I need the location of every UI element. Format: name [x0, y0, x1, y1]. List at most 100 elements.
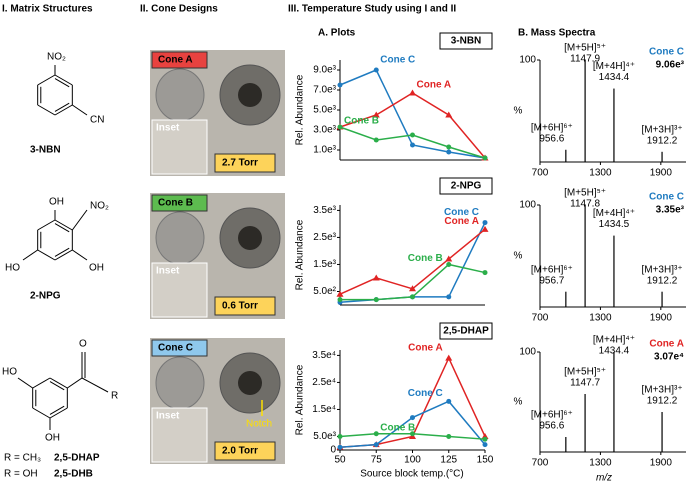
pressure-box: [214, 441, 276, 461]
series-label: Cone B: [344, 116, 379, 127]
plot-title-box: [439, 32, 493, 50]
marker: [446, 398, 452, 404]
pressure: 2.7 Torr: [222, 158, 258, 169]
y-tick-label: 3.5e³: [313, 205, 336, 216]
bond: [54, 223, 70, 233]
ion-label: [M+3H]³⁺: [641, 385, 682, 396]
cone-hole: [238, 226, 262, 250]
bond: [32, 407, 51, 419]
marker: [482, 155, 488, 161]
cone-name: Cone A: [158, 55, 193, 66]
header: I. Matrix Structures: [2, 4, 93, 15]
marker: [410, 132, 415, 138]
mz-label: 1912.2: [647, 275, 678, 286]
y-axis-label: Rel. Abundance: [295, 219, 306, 290]
inset-label: Inset: [156, 411, 180, 422]
bond: [22, 249, 38, 261]
bond: [37, 249, 56, 261]
x-axis-label: m/z: [596, 473, 612, 484]
marker: [372, 111, 380, 118]
x-tick-label: 1300: [589, 313, 612, 324]
cone-name: Cone A: [649, 339, 684, 350]
marker: [336, 290, 344, 297]
series-label: Cone C: [380, 55, 415, 66]
cone-name: Cone B: [158, 198, 193, 209]
y-tick-label: 5.0e³: [313, 105, 336, 116]
marker: [482, 436, 488, 442]
substituent: NO₂: [47, 52, 66, 63]
bond: [54, 219, 73, 231]
bond: [37, 219, 56, 231]
marker: [446, 149, 452, 155]
ion-label: [M+4H]⁴⁺: [593, 61, 635, 72]
cone-tip: [155, 356, 205, 410]
inset-label: Inset: [156, 266, 180, 277]
x-tick-label: 1900: [650, 313, 673, 324]
substituent: O: [79, 339, 87, 350]
plot-title: 2,5-DHAP: [443, 326, 489, 337]
plot-title-box: [439, 177, 493, 195]
series-line: [340, 263, 486, 301]
marker: [445, 354, 453, 361]
marker: [373, 297, 379, 303]
pressure-box: [214, 296, 276, 316]
marker: [373, 67, 379, 73]
variant: R = CH₃: [4, 453, 41, 464]
series-label: Cone B: [408, 253, 443, 264]
series-label: Cone C: [444, 207, 479, 218]
notch-label: Notch: [246, 419, 272, 430]
bond: [49, 407, 68, 419]
ion-label: [M+5H]⁵⁺: [564, 188, 606, 199]
marker: [482, 220, 488, 226]
mz-label: 1434.4: [599, 346, 630, 357]
mz-label: 1147.7: [570, 378, 600, 389]
intensity: 9.06e³: [656, 60, 685, 71]
inset-photo: [151, 262, 208, 318]
bond: [81, 377, 109, 393]
x-tick-label: 75: [371, 455, 383, 466]
marker: [373, 137, 379, 143]
marker: [446, 294, 452, 300]
inset-label: Inset: [156, 123, 180, 134]
ion-label: [M+4H]⁴⁺: [593, 335, 635, 346]
marker: [337, 433, 343, 439]
substituent: HO: [2, 367, 17, 378]
bond: [67, 377, 83, 389]
y-tick-label: 1.5e⁴: [312, 404, 336, 415]
y-tick-label: 1.0e³: [313, 145, 336, 156]
mz-label: 1147.9: [570, 54, 600, 65]
marker: [410, 142, 415, 148]
y-tick-label: 100: [519, 200, 536, 211]
mz-label: 1434.5: [599, 219, 630, 230]
series-label: Cone B: [380, 422, 415, 433]
cone-label-box: [151, 51, 208, 69]
mz-label: 956.6: [539, 133, 564, 144]
marker: [410, 415, 415, 421]
variant: 2,5-DHB: [54, 469, 93, 480]
marker: [445, 255, 453, 262]
y-axis-label: Rel. Abundance: [295, 74, 306, 145]
plot-title: 3-NBN: [451, 36, 482, 47]
bond: [54, 249, 73, 261]
y-tick-label: 3.0e³: [313, 125, 336, 136]
y-tick-label: 1.5e³: [313, 259, 336, 270]
cone-name: Cone C: [649, 47, 684, 58]
cone-tip: [155, 68, 205, 122]
pressure: 0.6 Torr: [222, 301, 258, 312]
marker: [410, 294, 415, 300]
ion-label: [M+6H]⁶⁺: [531, 264, 573, 275]
cone-name: Cone C: [649, 192, 684, 203]
y-tick-label: 5.0e²: [313, 286, 336, 297]
bond: [71, 209, 88, 231]
variant: 2,5-DHAP: [54, 453, 100, 464]
y-tick-label: 100: [519, 55, 536, 66]
header: II. Cone Designs: [140, 4, 218, 15]
ion-label: [M+5H]⁵⁺: [564, 43, 606, 54]
pressure: 2.0 Torr: [222, 446, 258, 457]
mz-label: 1912.2: [647, 135, 678, 146]
ion-label: [M+6H]⁶⁺: [531, 122, 573, 133]
substituent: R: [111, 391, 118, 402]
x-tick-label: 700: [532, 313, 549, 324]
bond: [54, 78, 70, 88]
